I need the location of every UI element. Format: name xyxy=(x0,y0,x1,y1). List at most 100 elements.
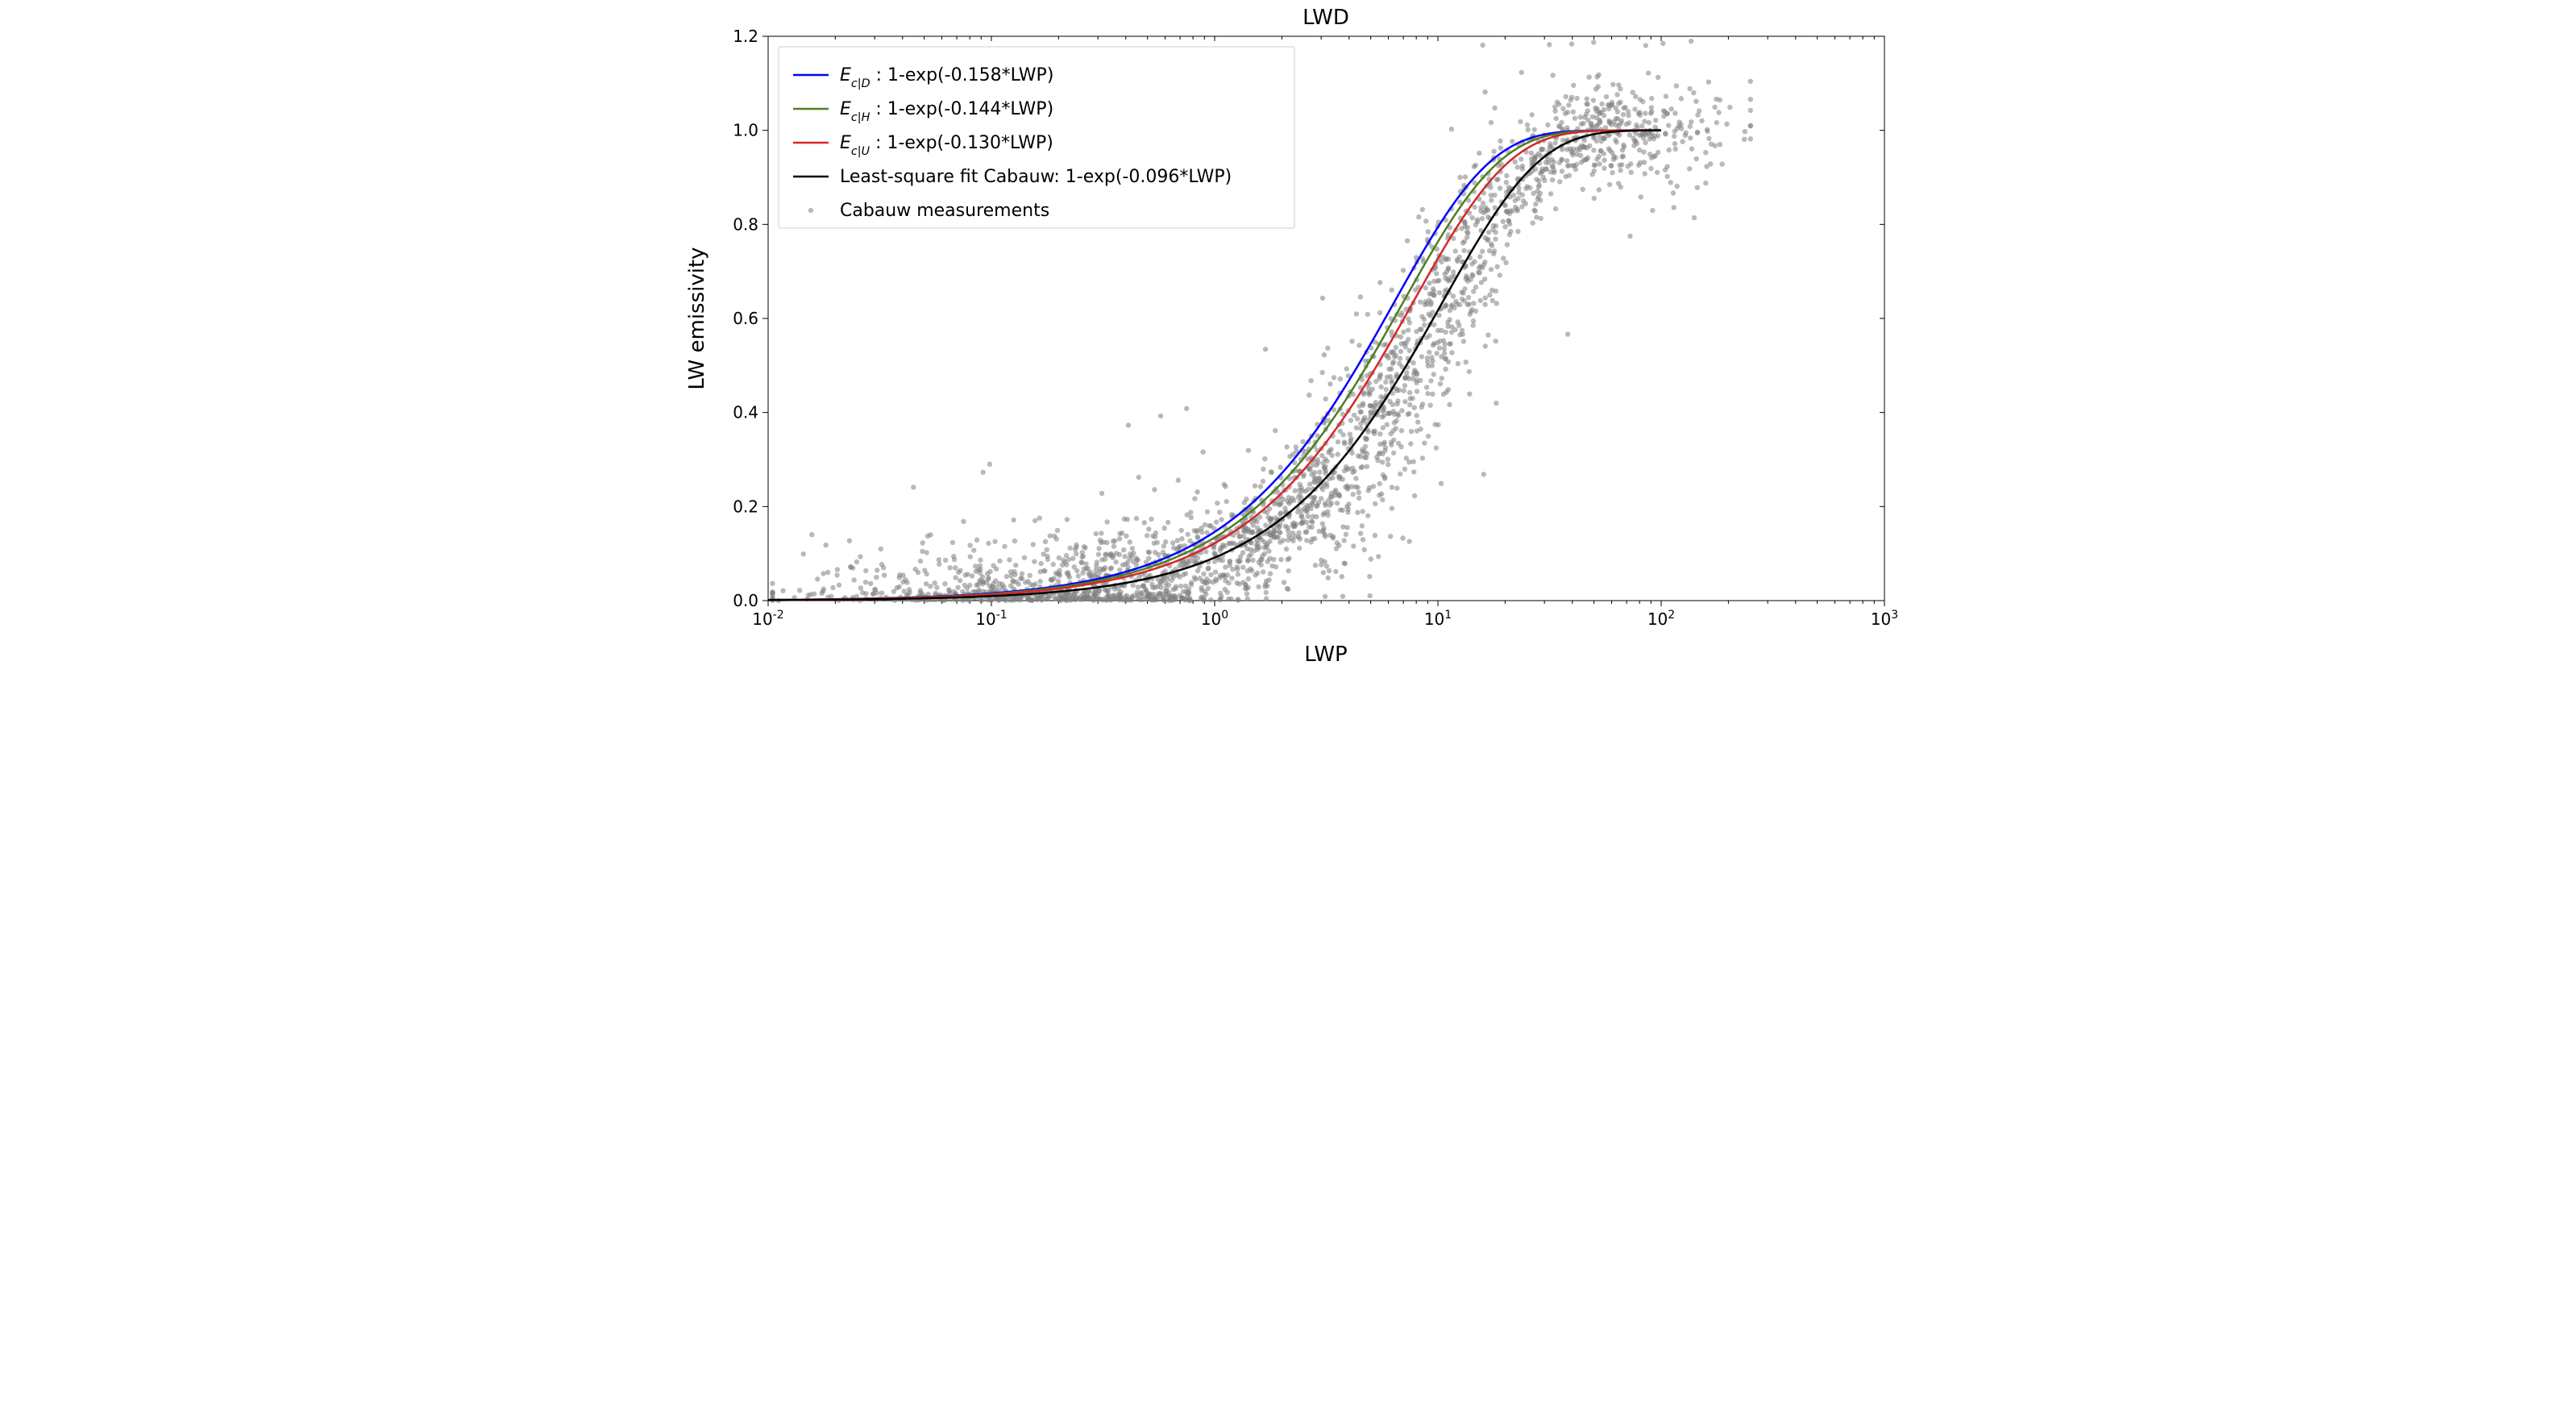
scatter-point xyxy=(1453,299,1458,304)
scatter-point xyxy=(1552,168,1556,173)
scatter-point xyxy=(1012,518,1016,522)
scatter-point xyxy=(1547,42,1552,47)
scatter-point xyxy=(1320,296,1325,301)
scatter-point xyxy=(1610,170,1614,175)
scatter-point xyxy=(953,575,958,580)
scatter-point xyxy=(920,540,925,545)
scatter-point xyxy=(824,543,829,547)
scatter-point xyxy=(1582,138,1587,143)
scatter-point xyxy=(1304,520,1309,525)
scatter-point xyxy=(1464,273,1469,278)
scatter-point xyxy=(1689,147,1694,152)
scatter-point xyxy=(1565,164,1570,168)
scatter-point xyxy=(1607,182,1612,187)
scatter-point xyxy=(1199,585,1204,590)
scatter-point xyxy=(950,540,955,545)
scatter-point xyxy=(1427,281,1431,285)
scatter-point xyxy=(1540,147,1545,152)
scatter-point xyxy=(1457,255,1462,260)
scatter-point xyxy=(1396,441,1401,446)
scatter-point xyxy=(1467,392,1472,397)
scatter-point xyxy=(1114,551,1119,555)
scatter-point xyxy=(1425,391,1430,396)
scatter-point xyxy=(1473,205,1477,210)
scatter-point xyxy=(1340,574,1344,579)
scatter-point xyxy=(1320,521,1325,526)
scatter-point xyxy=(1504,173,1509,178)
scatter-point xyxy=(1158,585,1163,590)
scatter-point xyxy=(1399,408,1404,413)
scatter-point xyxy=(1354,311,1359,316)
scatter-point xyxy=(1353,476,1358,480)
scatter-point xyxy=(1250,529,1255,534)
scatter-point xyxy=(1117,531,1122,536)
scatter-point xyxy=(986,576,991,581)
scatter-point xyxy=(1377,431,1382,436)
scatter-point xyxy=(920,549,924,554)
scatter-point xyxy=(1404,370,1409,375)
scatter-point xyxy=(1656,75,1660,80)
scatter-point xyxy=(1223,564,1228,569)
scatter-point xyxy=(1589,122,1593,127)
legend-label-scatter: Cabauw measurements xyxy=(840,201,1049,221)
scatter-point xyxy=(918,590,923,595)
scatter-point xyxy=(1208,597,1213,602)
scatter-point xyxy=(1326,576,1331,580)
scatter-point xyxy=(1498,272,1502,277)
scatter-point xyxy=(1529,151,1534,156)
scatter-point xyxy=(1262,539,1267,544)
scatter-point xyxy=(1157,593,1161,597)
scatter-point xyxy=(958,578,962,583)
scatter-point xyxy=(1222,482,1227,487)
scatter-point xyxy=(1664,164,1669,168)
scatter-point xyxy=(1273,428,1278,433)
scatter-point xyxy=(830,585,835,590)
scatter-point xyxy=(1377,493,1381,497)
scatter-point xyxy=(1440,376,1444,381)
scatter-point xyxy=(1483,343,1488,348)
scatter-point xyxy=(1460,240,1465,245)
scatter-point xyxy=(1256,584,1261,589)
scatter-point xyxy=(1192,496,1197,501)
scatter-point xyxy=(1470,215,1475,220)
scatter-point xyxy=(1377,481,1382,486)
scatter-point xyxy=(1099,530,1103,535)
scatter-point xyxy=(1200,450,1205,455)
scatter-point xyxy=(1597,135,1602,139)
scatter-point xyxy=(1498,185,1502,190)
scatter-point xyxy=(1602,166,1606,171)
scatter-point xyxy=(1201,572,1206,576)
scatter-point xyxy=(1055,528,1060,533)
scatter-point xyxy=(1550,177,1555,182)
scatter-point xyxy=(1557,124,1562,129)
scatter-point xyxy=(1293,489,1298,493)
y-tick-label: 0.0 xyxy=(733,591,758,610)
scatter-point xyxy=(1487,293,1492,297)
scatter-point xyxy=(1402,341,1406,346)
scatter-point xyxy=(1358,294,1363,299)
scatter-point xyxy=(1621,112,1626,117)
scatter-point xyxy=(1398,335,1403,339)
scatter-point xyxy=(1344,525,1349,530)
scatter-point xyxy=(1596,73,1601,77)
scatter-point xyxy=(1128,551,1132,556)
scatter-point xyxy=(999,585,1004,590)
chart-title: LWD xyxy=(1303,6,1349,30)
scatter-point xyxy=(1461,248,1466,253)
scatter-point xyxy=(1713,143,1718,148)
scatter-point xyxy=(1038,579,1043,584)
scatter-point xyxy=(1161,550,1165,555)
scatter-point xyxy=(1422,322,1427,327)
scatter-point xyxy=(1574,96,1579,101)
scatter-point xyxy=(1442,342,1447,347)
scatter-point xyxy=(1179,536,1184,541)
scatter-point xyxy=(1219,517,1224,522)
scatter-point xyxy=(1333,569,1338,574)
scatter-point xyxy=(1539,216,1544,221)
scatter-point xyxy=(1355,510,1360,515)
scatter-point xyxy=(1560,106,1565,111)
scatter-point xyxy=(1664,94,1668,98)
scatter-point xyxy=(1103,551,1108,556)
scatter-point xyxy=(1307,393,1311,397)
scatter-point xyxy=(870,591,875,596)
